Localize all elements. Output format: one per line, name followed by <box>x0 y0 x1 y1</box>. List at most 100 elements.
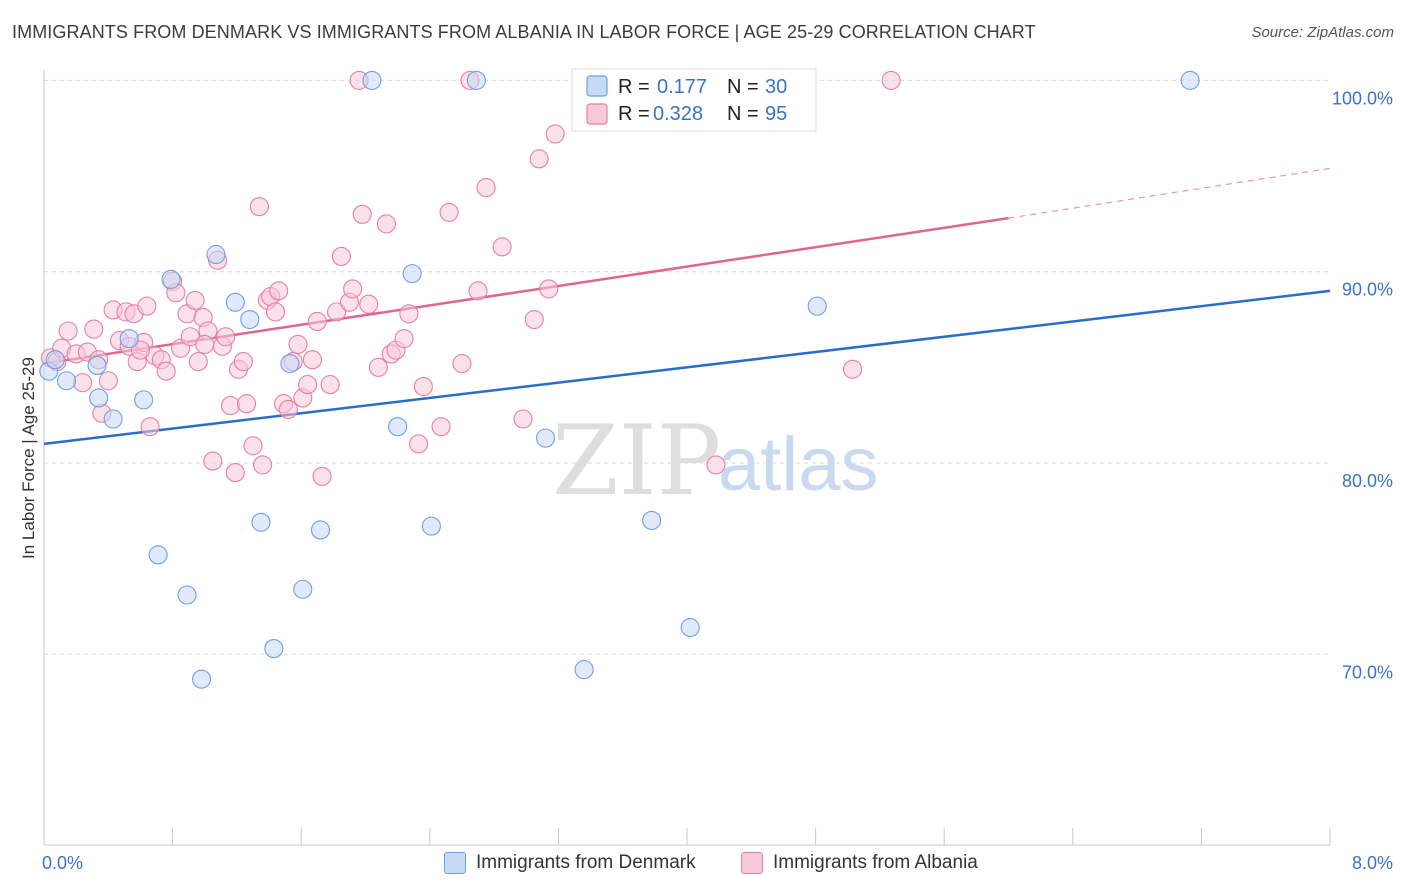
source-credit: Source: ZipAtlas.com <box>1251 24 1394 41</box>
point-denmark-21 <box>388 417 408 437</box>
y-tick-label-80: 80.0% <box>1342 471 1393 491</box>
point-albania-76 <box>468 281 488 301</box>
point-albania-18 <box>137 296 157 316</box>
y-tick-label-90: 90.0% <box>1342 280 1393 300</box>
point-denmark-7 <box>134 390 154 410</box>
y-tick-label-70: 70.0% <box>1342 662 1393 682</box>
point-albania-88 <box>130 340 150 360</box>
point-albania-86 <box>881 70 901 90</box>
point-albania-51 <box>288 334 308 354</box>
watermark-atlas: atlas <box>718 422 879 507</box>
point-denmark-2 <box>56 371 77 391</box>
y-tick-label-100: 100.0% <box>1332 88 1393 108</box>
legend-n-value-denmark: 30 <box>765 76 787 98</box>
point-albania-43 <box>253 455 273 475</box>
point-albania-68 <box>394 329 414 349</box>
point-denmark-8 <box>148 545 168 565</box>
point-albania-62 <box>352 204 372 224</box>
point-albania-55 <box>307 311 327 331</box>
point-albania-42 <box>249 197 269 217</box>
point-denmark-12 <box>206 244 226 265</box>
point-albania-3 <box>58 321 78 341</box>
point-albania-47 <box>269 281 289 301</box>
legend-swatch-albania <box>586 103 608 125</box>
point-denmark-14 <box>240 309 260 330</box>
point-albania-70 <box>408 434 429 454</box>
point-denmark-23 <box>421 516 441 536</box>
point-albania-74 <box>452 353 472 374</box>
point-denmark-10 <box>177 585 197 605</box>
point-albania-81 <box>529 149 549 169</box>
point-denmark-16 <box>264 639 284 659</box>
point-albania-65 <box>376 214 396 234</box>
series-legend-albania[interactable]: Immigrants from Albania <box>741 852 978 874</box>
data-points <box>39 70 1200 689</box>
x-ticks <box>43 828 1331 845</box>
point-albania-82 <box>539 279 559 299</box>
point-albania-57 <box>320 375 340 395</box>
point-albania-5 <box>73 373 93 393</box>
point-albania-41 <box>243 436 263 456</box>
x-tick-label-max: 8.0% <box>1352 853 1393 873</box>
legend-box <box>571 68 817 132</box>
legend-n-value-albania: 95 <box>765 103 787 125</box>
point-denmark-13 <box>225 292 245 312</box>
y-axis-label: In Labor Force | Age 25-29 <box>19 357 38 559</box>
point-albania-58 <box>327 302 347 322</box>
point-albania-29 <box>188 352 208 372</box>
point-denmark-18 <box>293 579 313 599</box>
point-denmark-26 <box>574 660 594 680</box>
point-albania-28 <box>185 290 205 310</box>
point-denmark-27 <box>642 510 662 530</box>
point-albania-78 <box>492 237 512 257</box>
point-denmark-4 <box>89 388 109 408</box>
albania-swatch <box>741 852 763 874</box>
point-denmark-30 <box>1180 70 1200 90</box>
point-albania-37 <box>225 463 245 483</box>
trend-line-denmark <box>43 289 1331 446</box>
point-albania-73 <box>439 202 459 222</box>
point-albania-59 <box>331 246 351 266</box>
point-albania-84 <box>706 455 726 475</box>
point-albania-61 <box>343 279 363 299</box>
point-albania-46 <box>265 302 286 322</box>
point-denmark-15 <box>251 512 271 532</box>
series-legend-denmark[interactable]: Immigrants from Denmark <box>444 852 696 874</box>
point-albania-35 <box>216 327 236 347</box>
correlation-legend: R = 0.177 N = 30 R = 0.328 N = 95 <box>571 68 817 132</box>
point-denmark-28 <box>680 617 700 638</box>
point-albania-7 <box>84 319 104 339</box>
point-albania-56 <box>312 466 332 486</box>
point-denmark-25 <box>535 428 556 448</box>
point-denmark-20 <box>362 70 382 90</box>
legend-n-key-albania: N = <box>727 103 759 125</box>
point-albania-36 <box>220 396 241 416</box>
point-albania-10 <box>98 371 118 391</box>
point-denmark-22 <box>402 264 422 284</box>
watermark: ZIP atlas <box>552 405 879 517</box>
chart-title: IMMIGRANTS FROM DENMARK VS IMMIGRANTS FR… <box>12 22 1036 42</box>
point-albania-71 <box>413 376 433 397</box>
point-albania-77 <box>476 177 496 198</box>
point-albania-53 <box>298 375 318 395</box>
point-albania-64 <box>368 357 388 377</box>
legend-n-key-denmark: N = <box>727 76 759 98</box>
point-denmark-17 <box>280 353 300 374</box>
trend-line-albania-extension <box>1008 167 1331 219</box>
x-tick-label-min: 0.0% <box>42 853 83 873</box>
point-albania-80 <box>524 309 544 330</box>
point-albania-39 <box>233 352 253 372</box>
point-albania-40 <box>236 394 257 414</box>
point-albania-79 <box>513 409 533 429</box>
point-albania-63 <box>359 294 379 314</box>
legend-r-key-albania: R = <box>618 103 650 125</box>
point-albania-89 <box>195 334 215 354</box>
denmark-swatch <box>444 852 466 874</box>
point-albania-54 <box>302 350 323 370</box>
point-denmark-19 <box>310 520 331 540</box>
series-legend-denmark-label: Immigrants from Denmark <box>476 852 696 873</box>
point-albania-32 <box>203 451 223 471</box>
point-denmark-3 <box>87 355 107 375</box>
point-denmark-1 <box>45 350 65 370</box>
